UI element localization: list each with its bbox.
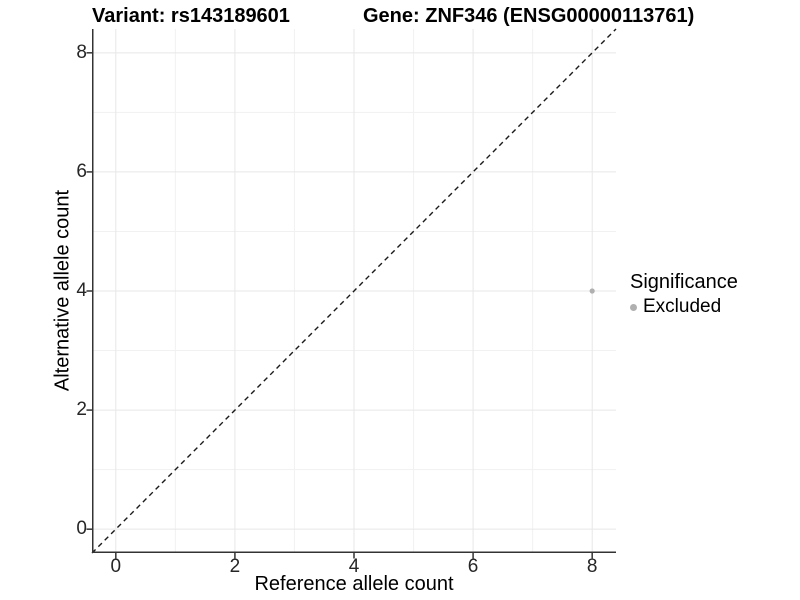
legend-point-icon bbox=[630, 303, 637, 311]
plot-panel bbox=[86, 28, 617, 559]
plot-title-gene: Gene: ZNF346 (ENSG00000113761) bbox=[363, 5, 695, 27]
x-tick-label: 4 bbox=[348, 556, 360, 577]
x-tick-label: 2 bbox=[229, 556, 241, 577]
x-tick-label: 6 bbox=[467, 556, 479, 577]
y-tick-label: 4 bbox=[76, 280, 87, 301]
scatter-plot-svg bbox=[86, 28, 617, 559]
legend-item-label: Excluded bbox=[643, 296, 722, 317]
legend-item-excluded: Excluded bbox=[630, 296, 738, 318]
x-tick-label: 0 bbox=[110, 556, 122, 577]
y-tick-label: 2 bbox=[76, 399, 87, 421]
legend: Significance Excluded bbox=[630, 271, 738, 318]
data-point-excluded bbox=[589, 288, 595, 294]
y-tick-label: 6 bbox=[76, 160, 87, 182]
y-tick-label: 8 bbox=[76, 41, 87, 63]
x-tick-label: 8 bbox=[586, 556, 598, 577]
plot-title-variant: Variant: rs143189601 bbox=[92, 5, 290, 27]
y-tick-label: 0 bbox=[76, 518, 87, 540]
legend-title: Significance bbox=[630, 271, 738, 293]
x-axis-title: Reference allele count bbox=[254, 573, 454, 595]
identity-reference-line bbox=[91, 28, 617, 554]
